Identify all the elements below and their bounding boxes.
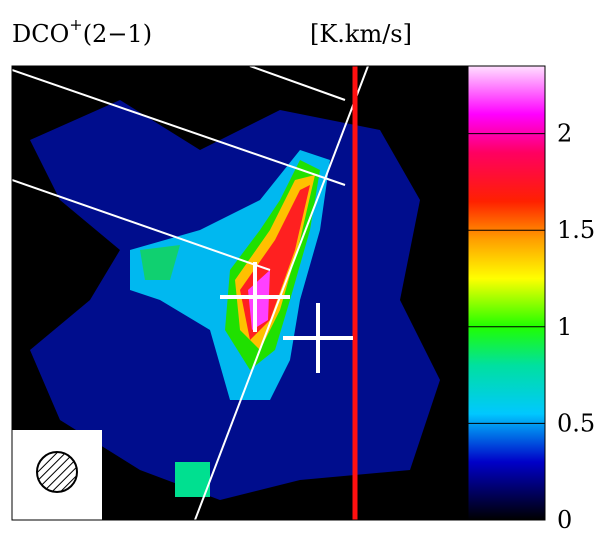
colorbar-tick-label: 0 <box>557 506 572 532</box>
colorbar-tick-label: 0.5 <box>557 409 595 437</box>
map <box>12 66 468 520</box>
title-superscript: + <box>69 15 82 34</box>
colorbar-tick-label: 2 <box>557 120 572 148</box>
title: DCO <box>12 20 69 48</box>
unit-label: [K.km/s] <box>310 20 412 48</box>
colorbar-tick-label: 1 <box>557 313 572 341</box>
colorbar-tick-label: 1.5 <box>557 216 595 244</box>
chart-title: DCO+(2−1) <box>12 15 152 48</box>
title-suffix: (2−1) <box>83 20 152 48</box>
